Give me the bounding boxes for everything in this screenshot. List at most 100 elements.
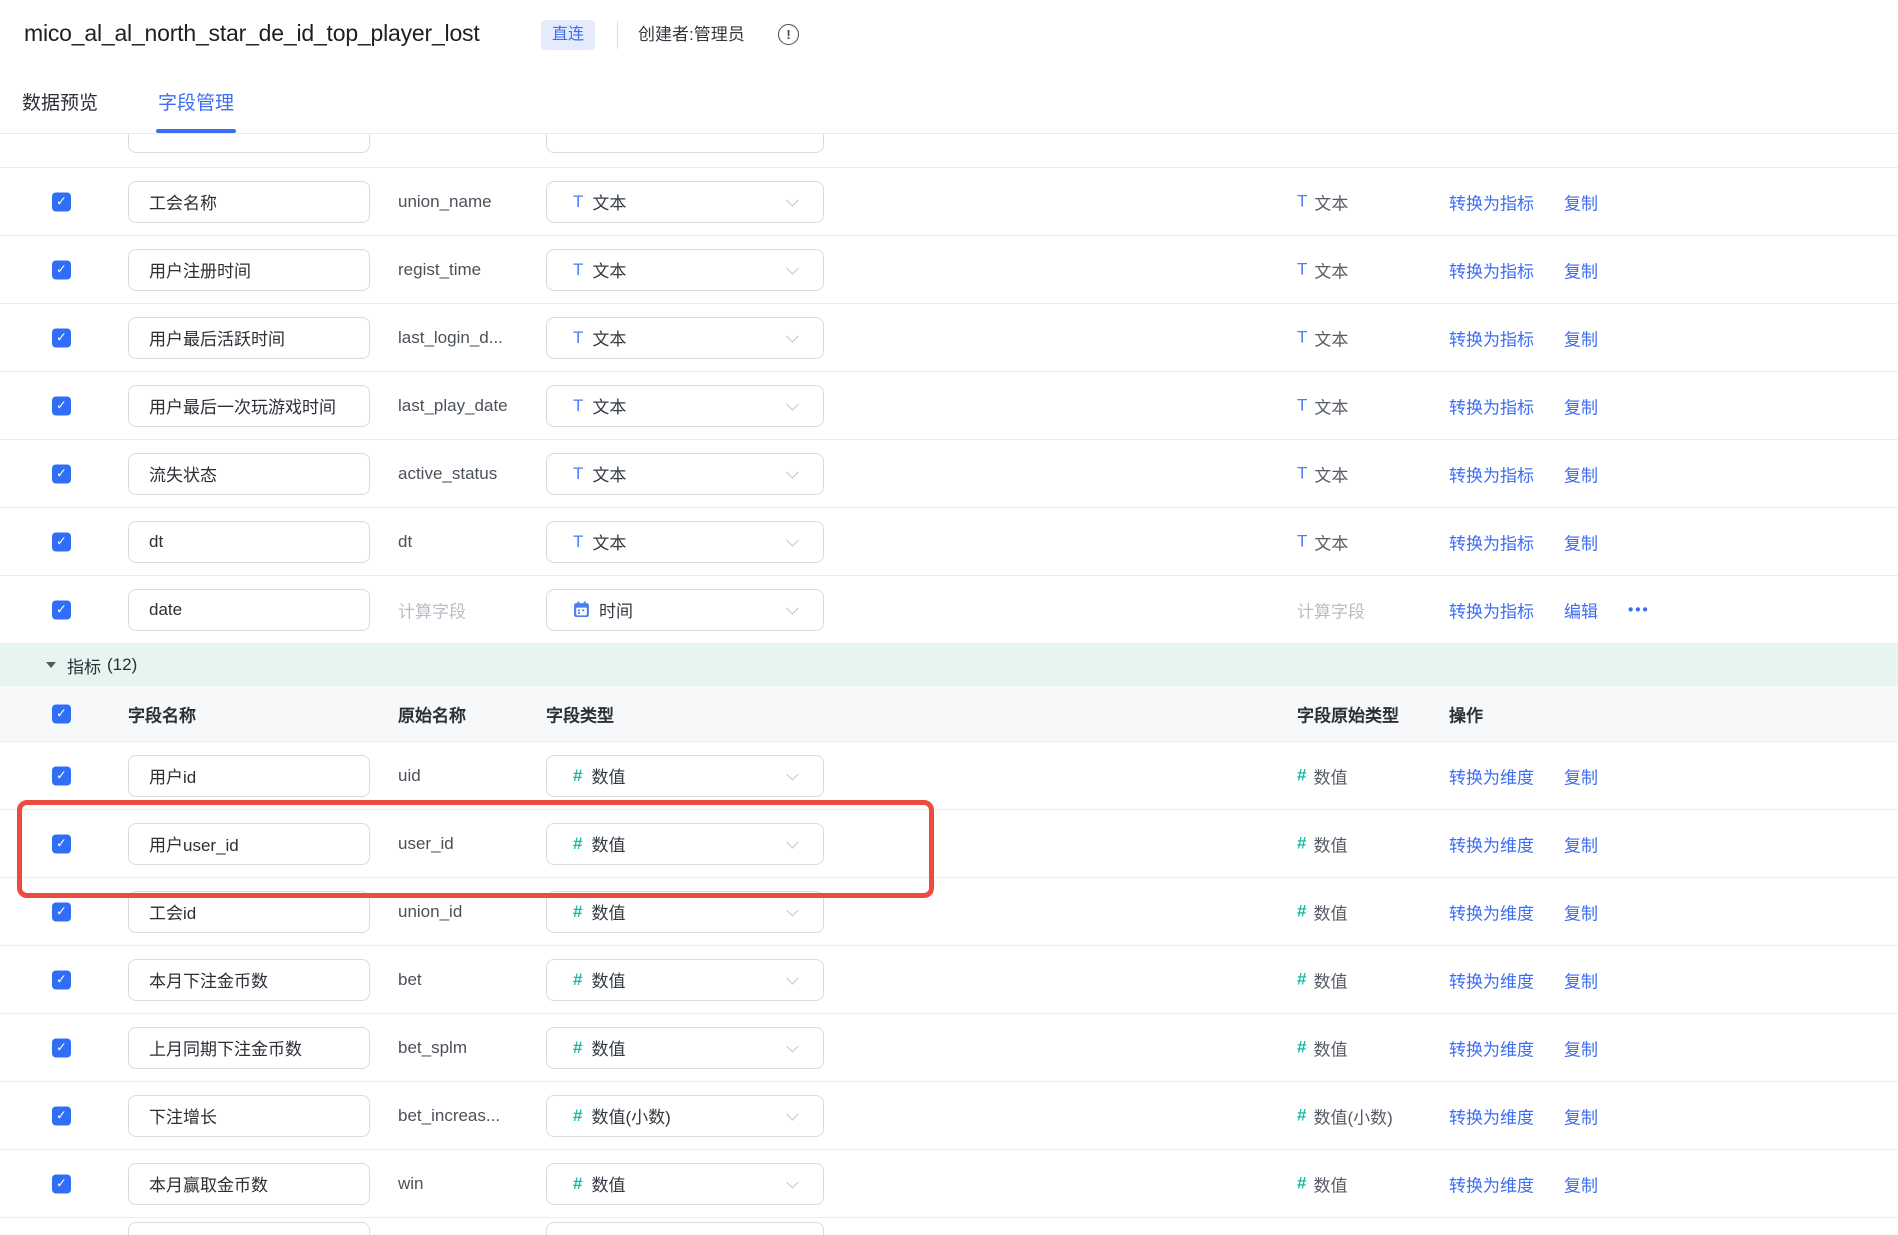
field-type-select[interactable]: # 数值 (546, 1026, 824, 1069)
field-name-input[interactable] (128, 958, 370, 1001)
chevron-down-icon (786, 1175, 799, 1189)
action-to-metric-link[interactable]: 转换为指标 (1449, 466, 1534, 485)
column-header-original-type: 字段原始类型 (1297, 706, 1399, 725)
field-type-select[interactable]: # 数值 (546, 754, 824, 797)
field-type-select[interactable]: T 文本 (546, 180, 824, 223)
action-copy-link[interactable]: 复制 (1564, 1040, 1598, 1059)
field-name-input[interactable] (128, 1026, 370, 1069)
row-checkbox[interactable]: ✓ (52, 902, 71, 921)
action-copy-link[interactable]: 复制 (1564, 836, 1598, 855)
field-type-select[interactable]: T 文本 (546, 384, 824, 427)
tab-field-management[interactable]: 字段管理 (156, 88, 237, 133)
field-name-input[interactable] (128, 1094, 370, 1137)
select-all-checkbox[interactable]: ✓ (52, 704, 71, 723)
numeric-type-icon: # (1297, 765, 1307, 785)
row-actions: 转换为指标 编辑 ••• (1449, 597, 1650, 622)
action-edit-link[interactable]: 编辑 (1564, 602, 1598, 621)
row-checkbox[interactable]: ✓ (52, 260, 71, 279)
row-checkbox[interactable]: ✓ (52, 834, 71, 853)
column-header-actions: 操作 (1449, 706, 1483, 725)
action-to-metric-link[interactable]: 转换为指标 (1449, 194, 1534, 213)
action-to-dimension-link[interactable]: 转换为维度 (1449, 1108, 1534, 1127)
info-icon[interactable]: ! (778, 24, 799, 45)
action-copy-link[interactable]: 复制 (1564, 194, 1598, 213)
field-type-select[interactable]: # 数值(小数) (546, 1094, 824, 1137)
text-type-icon: T (1297, 259, 1308, 279)
table-row: ✓ user_id # 数值 # 数值 转换为维度 复制 (0, 810, 1898, 878)
field-name-input[interactable] (128, 890, 370, 933)
action-to-metric-link[interactable]: 转换为指标 (1449, 602, 1534, 621)
check-icon: ✓ (56, 903, 67, 919)
action-to-metric-link[interactable]: 转换为指标 (1449, 330, 1534, 349)
chevron-down-icon (786, 601, 799, 615)
action-copy-link[interactable]: 复制 (1564, 1176, 1598, 1195)
field-type-select[interactable]: T 文本 (546, 452, 824, 495)
cutoff-row-bottom (0, 1218, 1898, 1235)
field-type-select[interactable]: # 数值 (546, 1162, 824, 1205)
action-to-dimension-link[interactable]: 转换为维度 (1449, 768, 1534, 787)
row-checkbox[interactable]: ✓ (52, 1174, 71, 1193)
more-actions-button[interactable]: ••• (1628, 601, 1650, 618)
row-checkbox[interactable]: ✓ (52, 532, 71, 551)
numeric-type-icon: # (573, 901, 583, 921)
row-checkbox[interactable]: ✓ (52, 600, 71, 619)
numeric-type-icon: # (573, 1037, 583, 1057)
row-actions: 转换为维度 复制 (1449, 1103, 1598, 1128)
field-type-select[interactable]: 时间 (546, 588, 824, 631)
check-icon: ✓ (56, 465, 67, 481)
original-type-cell: T 文本 (1297, 189, 1348, 214)
row-checkbox[interactable]: ✓ (52, 970, 71, 989)
field-name-input[interactable] (128, 384, 370, 427)
field-name-input[interactable] (128, 452, 370, 495)
chevron-down-icon (786, 835, 799, 849)
field-name-input[interactable] (128, 1162, 370, 1205)
field-name-input[interactable] (128, 822, 370, 865)
field-type-select[interactable]: # 数值 (546, 822, 824, 865)
row-checkbox[interactable]: ✓ (52, 192, 71, 211)
action-to-metric-link[interactable]: 转换为指标 (1449, 534, 1534, 553)
action-to-metric-link[interactable]: 转换为指标 (1449, 398, 1534, 417)
action-copy-link[interactable]: 复制 (1564, 904, 1598, 923)
numeric-type-icon: # (1297, 1105, 1307, 1125)
original-name-label: regist_time (398, 259, 482, 279)
action-copy-link[interactable]: 复制 (1564, 1108, 1598, 1127)
field-type-select[interactable]: T 文本 (546, 316, 824, 359)
field-type-select[interactable]: # 数值 (546, 890, 824, 933)
row-checkbox[interactable]: ✓ (52, 464, 71, 483)
field-name-input[interactable] (128, 754, 370, 797)
field-name-input[interactable] (128, 316, 370, 359)
chevron-down-icon (786, 193, 799, 207)
action-copy-link[interactable]: 复制 (1564, 466, 1598, 485)
row-checkbox[interactable]: ✓ (52, 766, 71, 785)
field-type-select[interactable]: T 文本 (546, 520, 824, 563)
metrics-section-header[interactable]: 指标 (12) (0, 644, 1898, 686)
field-name-input[interactable] (128, 520, 370, 563)
action-to-metric-link[interactable]: 转换为指标 (1449, 262, 1534, 281)
text-type-icon: T (1297, 191, 1308, 211)
tab-bar: 数据预览 字段管理 (0, 70, 1898, 134)
action-copy-link[interactable]: 复制 (1564, 262, 1598, 281)
action-to-dimension-link[interactable]: 转换为维度 (1449, 1176, 1534, 1195)
action-copy-link[interactable]: 复制 (1564, 534, 1598, 553)
row-actions: 转换为指标 复制 (1449, 461, 1598, 486)
row-checkbox[interactable]: ✓ (52, 396, 71, 415)
tab-data-preview[interactable]: 数据预览 (22, 93, 99, 114)
action-copy-link[interactable]: 复制 (1564, 972, 1598, 991)
field-name-input[interactable] (128, 180, 370, 223)
action-to-dimension-link[interactable]: 转换为维度 (1449, 1040, 1534, 1059)
action-copy-link[interactable]: 复制 (1564, 398, 1598, 417)
row-checkbox[interactable]: ✓ (52, 1106, 71, 1125)
row-checkbox[interactable]: ✓ (52, 328, 71, 347)
row-checkbox[interactable]: ✓ (52, 1038, 71, 1057)
action-to-dimension-link[interactable]: 转换为维度 (1449, 836, 1534, 855)
action-copy-link[interactable]: 复制 (1564, 768, 1598, 787)
action-copy-link[interactable]: 复制 (1564, 330, 1598, 349)
text-type-icon: T (1297, 395, 1308, 415)
field-name-input[interactable] (128, 248, 370, 291)
field-type-select[interactable]: T 文本 (546, 248, 824, 291)
action-to-dimension-link[interactable]: 转换为维度 (1449, 904, 1534, 923)
field-name-input[interactable] (128, 588, 370, 631)
action-to-dimension-link[interactable]: 转换为维度 (1449, 972, 1534, 991)
field-type-select[interactable]: # 数值 (546, 958, 824, 1001)
original-type-label: 数值 (1313, 1176, 1348, 1195)
